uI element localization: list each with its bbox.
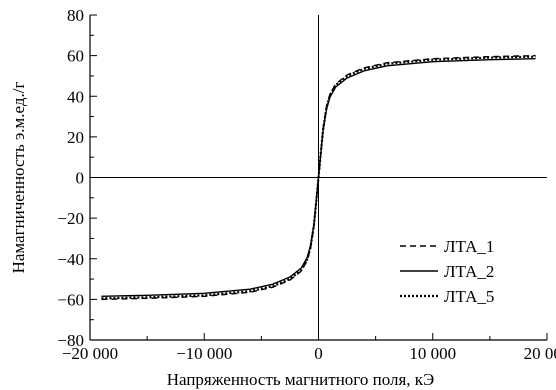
y-tick-label: 80 — [67, 6, 84, 25]
legend-label-2: ЛТА_2 — [444, 262, 494, 281]
legend-label-3: ЛТА_5 — [444, 287, 494, 306]
y-tick-label: −40 — [57, 250, 84, 269]
y-tick-label: −80 — [57, 331, 84, 350]
series-layer — [101, 54, 536, 301]
x-tick-label: 0 — [314, 344, 323, 363]
x-tick-label: −20 000 — [62, 344, 118, 363]
y-tick-label: −20 — [57, 209, 84, 228]
y-tick-label: 20 — [67, 128, 84, 147]
x-tick-label: −10 000 — [176, 344, 232, 363]
x-tick-label: 10 000 — [409, 344, 456, 363]
legend-label-1: ЛТА_1 — [444, 237, 494, 256]
y-tick-label: −60 — [57, 290, 84, 309]
series-line-3 — [101, 55, 536, 300]
y-tick-label: 0 — [76, 169, 85, 188]
y-tick-label: 40 — [67, 87, 84, 106]
x-axis-title: Напряженность магнитного поля, кЭ — [167, 370, 435, 389]
y-tick-label: 60 — [67, 47, 84, 66]
legend: ЛТА_1 ЛТА_2 ЛТА_5 — [400, 237, 494, 306]
x-tick-label: 20 000 — [524, 344, 556, 363]
axis-ticks: −80 −60 −40 −20 0 20 40 60 80 −20 000 −10 000 0 10 0… — [57, 6, 556, 363]
y-axis-title: Намагниченность э.м.ед./г — [9, 82, 28, 274]
